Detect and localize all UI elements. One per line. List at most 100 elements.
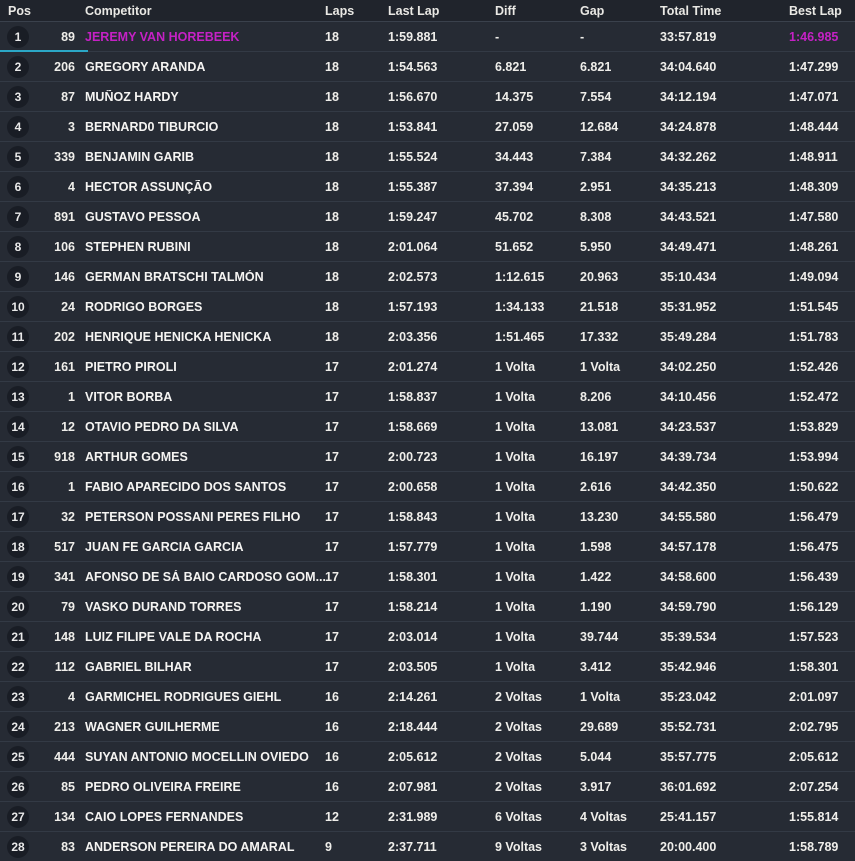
cell-competitor-number: 918: [54, 449, 75, 464]
cell-total-time: 35:52.731: [660, 719, 717, 734]
cell-laps: 16: [325, 689, 339, 704]
table-row[interactable]: 2 206 GREGORY ARANDA 18 1:54.563 6.821 6…: [0, 52, 855, 82]
table-row[interactable]: 6 4 HECTOR ASSUNÇÃO 18 1:55.387 37.394 2…: [0, 172, 855, 202]
column-header-pos[interactable]: Pos: [8, 3, 31, 18]
cell-last-lap: 1:58.301: [388, 569, 438, 584]
cell-position: 7: [0, 205, 36, 228]
cell-laps: 18: [325, 59, 339, 74]
position-badge: 27: [7, 805, 29, 828]
table-row[interactable]: 21 148 LUIZ FILIPE VALE DA ROCHA 17 2:03…: [0, 622, 855, 652]
cell-last-lap: 2:18.444: [388, 719, 438, 734]
cell-laps: 17: [325, 389, 339, 404]
table-row[interactable]: 9 146 GERMAN BRATSCHI TALMÓN 18 2:02.573…: [0, 262, 855, 292]
cell-competitor-name: HENRIQUE HENICKA HENICKA: [85, 329, 272, 344]
cell-gap: 16.197: [580, 449, 619, 464]
table-row[interactable]: 8 106 STEPHEN RUBINI 18 2:01.064 51.652 …: [0, 232, 855, 262]
table-row[interactable]: 12 161 PIETRO PIROLI 17 2:01.274 1 Volta…: [0, 352, 855, 382]
table-row[interactable]: 23 4 GARMICHEL RODRIGUES GIEHL 16 2:14.2…: [0, 682, 855, 712]
cell-best-lap: 1:51.783: [789, 329, 839, 344]
cell-gap: 6.821: [580, 59, 612, 74]
cell-competitor-name: VITOR BORBA: [85, 389, 173, 404]
position-badge: 25: [7, 745, 29, 768]
cell-competitor-number: 202: [54, 329, 75, 344]
cell-competitor-number: 891: [54, 209, 75, 224]
cell-last-lap: 2:03.356: [388, 329, 438, 344]
cell-gap: 1 Volta: [580, 359, 621, 374]
cell-gap: 7.554: [580, 89, 612, 104]
table-row[interactable]: 28 83 ANDERSON PEREIRA DO AMARAL 9 2:37.…: [0, 832, 855, 861]
cell-total-time: 34:42.350: [660, 479, 717, 494]
column-header-laps[interactable]: Laps: [325, 3, 355, 18]
cell-laps: 16: [325, 719, 339, 734]
table-row[interactable]: 13 1 VITOR BORBA 17 1:58.837 1 Volta 8.2…: [0, 382, 855, 412]
table-row[interactable]: 7 891 GUSTAVO PESSOA 18 1:59.247 45.702 …: [0, 202, 855, 232]
cell-diff: 2 Voltas: [495, 779, 543, 794]
cell-best-lap: 1:58.301: [789, 659, 839, 674]
position-badge: 24: [7, 715, 29, 738]
cell-total-time: 35:42.946: [660, 659, 717, 674]
cell-diff: 1 Volta: [495, 539, 536, 554]
cell-competitor-number: 1: [68, 389, 75, 404]
cell-competitor-name: BERNARD0 TIBURCIO: [85, 119, 219, 134]
cell-laps: 17: [325, 539, 339, 554]
cell-gap: 1 Volta: [580, 689, 621, 704]
column-header-diff[interactable]: Diff: [495, 3, 516, 18]
column-header-total-time[interactable]: Total Time: [660, 3, 722, 18]
cell-last-lap: 2:03.014: [388, 629, 438, 644]
table-row[interactable]: 1 89 JEREMY VAN HOREBEEK 18 1:59.881 - -…: [0, 22, 855, 52]
cell-best-lap: 2:02.795: [789, 719, 839, 734]
cell-diff: 1:51.465: [495, 329, 545, 344]
cell-total-time: 35:57.775: [660, 749, 717, 764]
cell-position: 16: [0, 475, 36, 498]
table-row[interactable]: 17 32 PETERSON POSSANI PERES FILHO 17 1:…: [0, 502, 855, 532]
table-row[interactable]: 11 202 HENRIQUE HENICKA HENICKA 18 2:03.…: [0, 322, 855, 352]
position-badge: 11: [7, 325, 29, 348]
table-row[interactable]: 15 918 ARTHUR GOMES 17 2:00.723 1 Volta …: [0, 442, 855, 472]
cell-position: 2: [0, 55, 36, 78]
cell-diff: 2 Voltas: [495, 719, 543, 734]
table-row[interactable]: 24 213 WAGNER GUILHERME 16 2:18.444 2 Vo…: [0, 712, 855, 742]
cell-competitor-number: 339: [54, 149, 75, 164]
column-header-last-lap[interactable]: Last Lap: [388, 3, 440, 18]
position-badge: 17: [7, 505, 29, 528]
table-row[interactable]: 26 85 PEDRO OLIVEIRA FREIRE 16 2:07.981 …: [0, 772, 855, 802]
cell-competitor-number: 341: [54, 569, 75, 584]
table-row[interactable]: 10 24 RODRIGO BORGES 18 1:57.193 1:34.13…: [0, 292, 855, 322]
column-header-gap[interactable]: Gap: [580, 3, 605, 18]
cell-last-lap: 2:05.612: [388, 749, 438, 764]
cell-diff: 1 Volta: [495, 449, 536, 464]
cell-total-time: 34:10.456: [660, 389, 717, 404]
cell-competitor-name: OTAVIO PEDRO DA SILVA: [85, 419, 239, 434]
cell-total-time: 35:39.534: [660, 629, 717, 644]
cell-best-lap: 2:05.612: [789, 749, 839, 764]
table-row[interactable]: 3 87 MUÑOZ HARDY 18 1:56.670 14.375 7.55…: [0, 82, 855, 112]
cell-competitor-number: 4: [68, 179, 75, 194]
position-badge: 13: [7, 385, 29, 408]
cell-competitor-name: PEDRO OLIVEIRA FREIRE: [85, 779, 241, 794]
table-row[interactable]: 5 339 BENJAMIN GARIB 18 1:55.524 34.443 …: [0, 142, 855, 172]
position-badge: 3: [7, 85, 29, 108]
cell-competitor-name: SUYAN ANTONIO MOCELLIN OVIEDO: [85, 749, 309, 764]
table-row[interactable]: 19 341 AFONSO DE SÁ BAIO CARDOSO GOM... …: [0, 562, 855, 592]
cell-position: 11: [0, 325, 36, 348]
column-header-competitor[interactable]: Competitor: [85, 3, 152, 18]
table-row[interactable]: 27 134 CAIO LOPES FERNANDES 12 2:31.989 …: [0, 802, 855, 832]
position-badge: 23: [7, 685, 29, 708]
cell-competitor-name: MUÑOZ HARDY: [85, 89, 179, 104]
table-row[interactable]: 22 112 GABRIEL BILHAR 17 2:03.505 1 Volt…: [0, 652, 855, 682]
cell-last-lap: 2:00.658: [388, 479, 438, 494]
table-row[interactable]: 16 1 FABIO APARECIDO DOS SANTOS 17 2:00.…: [0, 472, 855, 502]
cell-competitor-number: 83: [61, 839, 75, 854]
cell-best-lap: 2:07.254: [789, 779, 839, 794]
table-row[interactable]: 4 3 BERNARD0 TIBURCIO 18 1:53.841 27.059…: [0, 112, 855, 142]
table-row[interactable]: 25 444 SUYAN ANTONIO MOCELLIN OVIEDO 16 …: [0, 742, 855, 772]
cell-best-lap: 1:58.789: [789, 839, 839, 854]
table-row[interactable]: 20 79 VASKO DURAND TORRES 17 1:58.214 1 …: [0, 592, 855, 622]
table-row[interactable]: 18 517 JUAN FE GARCIA GARCIA 17 1:57.779…: [0, 532, 855, 562]
column-header-best-lap[interactable]: Best Lap: [789, 3, 842, 18]
cell-gap: 8.206: [580, 389, 612, 404]
cell-laps: 18: [325, 209, 339, 224]
cell-position: 25: [0, 745, 36, 768]
cell-laps: 17: [325, 629, 339, 644]
table-row[interactable]: 14 12 OTAVIO PEDRO DA SILVA 17 1:58.669 …: [0, 412, 855, 442]
